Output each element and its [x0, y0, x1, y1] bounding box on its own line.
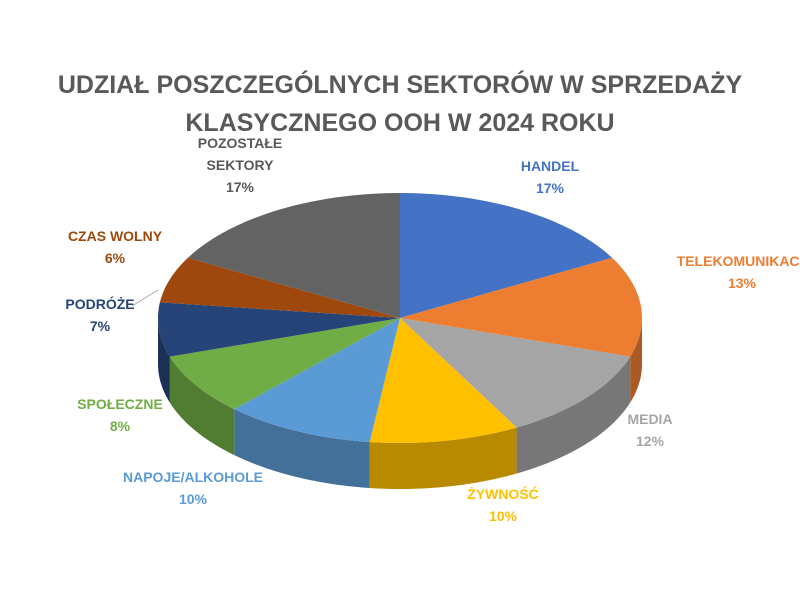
leader-line [131, 289, 159, 307]
pie-slice [187, 193, 400, 318]
category-label: PODRÓŻE [65, 296, 135, 312]
value-label: 17% [535, 180, 565, 196]
pie-slice-side [630, 318, 642, 403]
data-label: SPOŁECZNE 8% [77, 393, 163, 437]
pie-slice [400, 193, 613, 318]
data-label: ŻYWNOŚĆ 10% [467, 483, 539, 527]
pie-slice [169, 318, 400, 410]
pie-slice [400, 318, 631, 428]
pie-slice-side [234, 409, 370, 489]
pie-slice [234, 318, 400, 443]
pie-slice [159, 257, 400, 318]
category-label: POZOSTAŁE SEKTORY [197, 135, 283, 173]
value-label: 7% [89, 318, 111, 334]
value-label: 10% [178, 491, 208, 507]
value-label: 17% [225, 179, 255, 195]
value-label: 6% [104, 250, 126, 266]
category-label: ŻYWNOŚĆ [467, 486, 539, 502]
pie-slice-side [169, 356, 235, 456]
data-label: TELEKOMUNIKACJ 13% [677, 250, 800, 294]
value-label: 13% [727, 275, 757, 291]
chart-title: UDZIAŁ POSZCZEGÓLNYCH SEKTORÓW W SPRZEDA… [57, 71, 743, 137]
pie-slice-side [369, 427, 517, 489]
category-label: SPOŁECZNE [77, 396, 163, 412]
data-label: HANDEL 17% [521, 155, 579, 199]
pie-slice-side [516, 356, 631, 474]
data-label: POZOSTAŁE SEKTORY 17% [185, 132, 295, 198]
category-label: MEDIA [627, 411, 673, 427]
category-label: HANDEL [520, 158, 580, 174]
value-label: 8% [109, 418, 131, 434]
pie-slice-side [158, 318, 170, 403]
category-label: CZAS WOLNY [67, 228, 163, 244]
data-label: CZAS WOLNY 6% [68, 225, 162, 269]
value-label: 10% [488, 508, 518, 524]
data-label: MEDIA 12% [627, 408, 672, 452]
category-label: TELEKOMUNIKACJ [676, 253, 800, 269]
category-label: NAPOJE/ALKOHOLE [122, 469, 264, 485]
pie-slice [400, 257, 642, 357]
value-label: 12% [635, 433, 665, 449]
pie-slice [369, 318, 517, 443]
data-label: PODRÓŻE 7% [65, 293, 134, 337]
pie-slice [158, 302, 400, 357]
data-label: NAPOJE/ALKOHOLE 10% [123, 466, 263, 510]
